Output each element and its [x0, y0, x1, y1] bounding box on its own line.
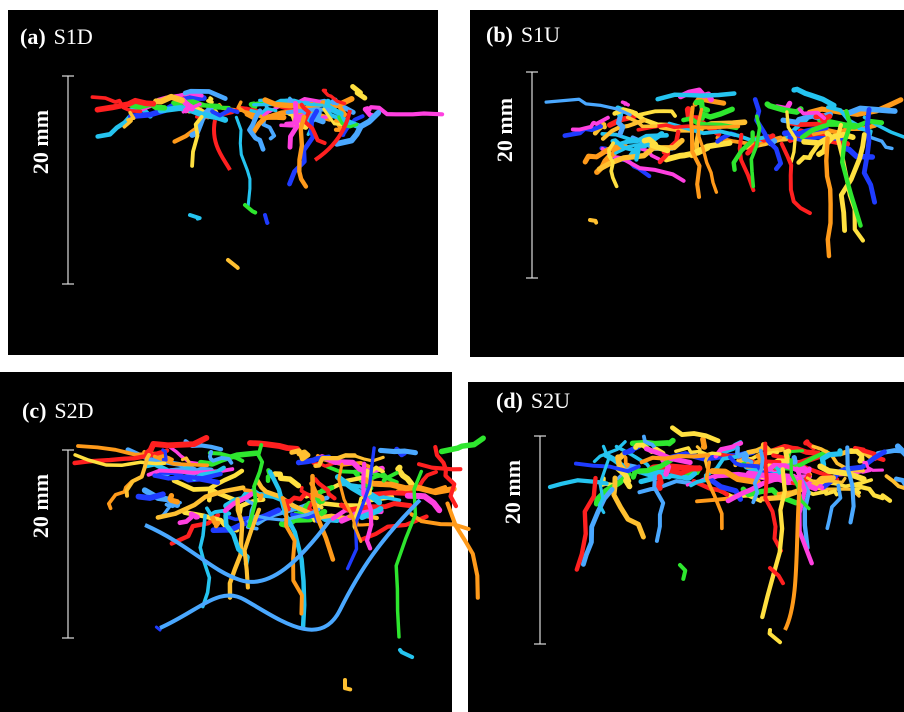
root-strand: [381, 450, 416, 452]
scale-label: 20 mm: [28, 474, 53, 538]
root-strand: [265, 215, 267, 223]
panel-letter: (b): [486, 22, 513, 47]
panel-name: S2D: [54, 398, 93, 423]
scale-label: 20 mm: [492, 98, 517, 162]
panel-a: [8, 10, 438, 355]
panel-label: (c) S2D: [22, 398, 94, 423]
panel-letter: (c): [22, 398, 46, 423]
root-strand: [849, 108, 895, 112]
panel-d: [468, 382, 904, 712]
figure: (a)S1D (b)S1U (c)S2D (d)S2U 20 mm 20 mm …: [0, 0, 904, 712]
scale-label: 20 mm: [500, 460, 525, 524]
panel-label: (b) S1U: [486, 22, 560, 47]
root-strand: [854, 485, 860, 493]
panel-name: S1U: [521, 22, 560, 47]
root-strand: [623, 102, 629, 105]
scale-label: 20 mm: [28, 110, 53, 174]
panel-letter: (d): [496, 388, 523, 413]
panel-name: S2U: [531, 388, 570, 413]
root-strand: [703, 439, 705, 447]
panel-label: (d) S2U: [496, 388, 570, 413]
root-strand: [208, 98, 212, 102]
panel-name: S1D: [54, 24, 93, 49]
panel-b: [470, 10, 904, 357]
root-strand: [139, 494, 163, 498]
root-strand: [777, 468, 781, 473]
root-strand: [619, 115, 623, 134]
panel-label: (a) S1D: [20, 24, 93, 49]
panel-letter: (a): [20, 24, 46, 49]
root-strand: [694, 127, 738, 128]
